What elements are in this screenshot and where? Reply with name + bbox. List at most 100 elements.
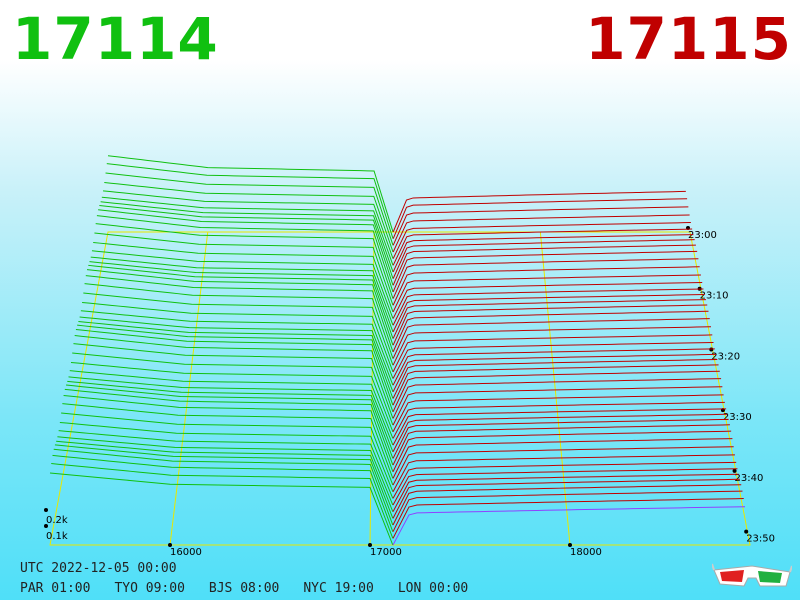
ask-depth-slice — [392, 454, 735, 492]
ask-depth-slice — [392, 506, 746, 546]
bid-depth-slice — [79, 316, 394, 386]
3d-glasses-icon[interactable] — [712, 560, 792, 592]
bid-depth-slice — [77, 324, 394, 399]
bid-depth-slice — [88, 264, 394, 339]
bid-price: 17114 — [12, 5, 219, 73]
price-tick-label: 18000 — [570, 547, 602, 558]
ask-depth-slice — [392, 358, 718, 399]
bid-depth-slice — [69, 370, 394, 439]
bid-depth-slice — [101, 196, 394, 266]
bid-depth-slice — [65, 384, 394, 459]
time-tick-label: 23:20 — [711, 351, 740, 362]
ask-depth-slice — [392, 190, 686, 233]
bid-depth-slice — [70, 361, 394, 432]
time-tick-label: 23:00 — [688, 230, 717, 241]
bid-depth-slice — [93, 241, 394, 313]
bid-depth-slice — [103, 190, 394, 259]
bid-depth-slice — [84, 283, 394, 359]
bid-depth-slice — [95, 223, 394, 299]
ask-depth-slice — [392, 413, 728, 452]
ask-depth-slice — [392, 484, 742, 526]
bid-depth-slice — [99, 204, 394, 279]
ask-depth-slice — [392, 288, 704, 326]
ask-depth-slice — [392, 206, 689, 246]
ask-depth-slice — [392, 473, 739, 512]
time-tick-marker — [744, 529, 749, 534]
ask-depth-slice — [392, 244, 696, 286]
ask-depth-slice — [392, 468, 738, 506]
bid-depth-slice — [56, 440, 394, 512]
ask-depth-slice — [392, 258, 699, 299]
bid-depth-slice — [67, 380, 394, 452]
ask-depth-slice — [392, 386, 723, 426]
ask-depth-slice — [392, 318, 710, 359]
bid-depth-slice — [91, 250, 394, 319]
price-tick-marker — [368, 543, 372, 547]
depth-tick-label: 0.1k — [46, 531, 68, 542]
ask-depth-slice — [392, 304, 708, 346]
ask-depth-slice — [392, 281, 703, 319]
time-tick-label: 23:30 — [723, 412, 752, 423]
bid-depth-slice — [49, 472, 394, 546]
bid-depth-slice — [106, 163, 394, 239]
ask-depth-slice — [392, 239, 695, 279]
bid-depth-slice — [51, 463, 394, 539]
ask-depth-slice — [392, 498, 744, 539]
bid-depth-slice — [82, 301, 394, 373]
bid-depth-slice — [89, 261, 394, 333]
bid-depth-slice — [80, 310, 394, 379]
depth-tick-marker — [44, 524, 48, 528]
bid-depth-slice — [73, 343, 394, 419]
price-tick-marker — [568, 543, 572, 547]
ask-depth-slice — [392, 266, 700, 306]
tz-beijing: BJS 08:00 — [208, 581, 280, 596]
ask-depth-slice — [392, 408, 727, 446]
timezone-row: PAR 01:00 TYO 09:00 BJS 08:00 NYC 19:00 LON … — [20, 581, 492, 596]
ask-depth-slice — [392, 299, 706, 339]
ask-depth-slice — [392, 446, 734, 486]
ask-depth-slice — [392, 341, 714, 379]
ask-depth-slice — [392, 228, 693, 266]
bid-depth-slice — [98, 209, 394, 286]
price-gridline — [169, 231, 209, 546]
bid-depth-slice — [94, 232, 394, 306]
depth-tick-label: 0.2k — [46, 515, 68, 526]
bid-depth-slice — [85, 275, 394, 353]
bid-depth-slice — [107, 155, 394, 233]
tz-london: LON 00:00 — [397, 581, 469, 596]
ask-depth-slice — [392, 198, 688, 239]
utc-time: UTC 2022-12-05 00:00 — [20, 561, 177, 576]
time-tick-label: 23:10 — [700, 291, 729, 302]
bid-depth-slice — [83, 292, 394, 366]
time-tick-label: 23:50 — [746, 534, 775, 545]
tz-paris: PAR 01:00 — [20, 581, 91, 596]
bid-depth-slice — [104, 181, 394, 253]
time-tick-label: 23:40 — [735, 473, 764, 484]
ask-depth-slice — [392, 424, 730, 466]
price-tick-marker — [168, 543, 172, 547]
bid-depth-slice — [54, 444, 394, 519]
bid-depth-slice — [53, 448, 394, 526]
bid-depth-slice — [68, 376, 394, 446]
bid-depth-slice — [64, 388, 394, 466]
bid-depth-slice — [78, 320, 394, 393]
price-gridline — [369, 231, 375, 546]
ask-depth-slice — [392, 234, 694, 273]
ask-depth-slice — [392, 418, 729, 459]
price-gridline — [539, 231, 571, 546]
ask-depth-slice — [392, 334, 713, 373]
bid-depth-slice — [57, 436, 394, 506]
ask-depth-slice — [392, 364, 719, 406]
ask-depth-slice — [392, 461, 737, 499]
bid-depth-slice — [72, 352, 394, 426]
bid-depth-slice — [61, 412, 394, 486]
bid-depth-slice — [86, 269, 394, 346]
ask-price: 17115 — [585, 5, 792, 73]
ask-depth-slice — [392, 274, 701, 313]
ask-depth-slice — [392, 310, 709, 353]
bid-depth-slice — [90, 256, 394, 326]
ask-depth-slice — [392, 438, 733, 479]
ask-depth-slice — [392, 478, 740, 519]
ask-depth-slice — [392, 353, 717, 393]
ask-depth-slice — [392, 378, 722, 419]
